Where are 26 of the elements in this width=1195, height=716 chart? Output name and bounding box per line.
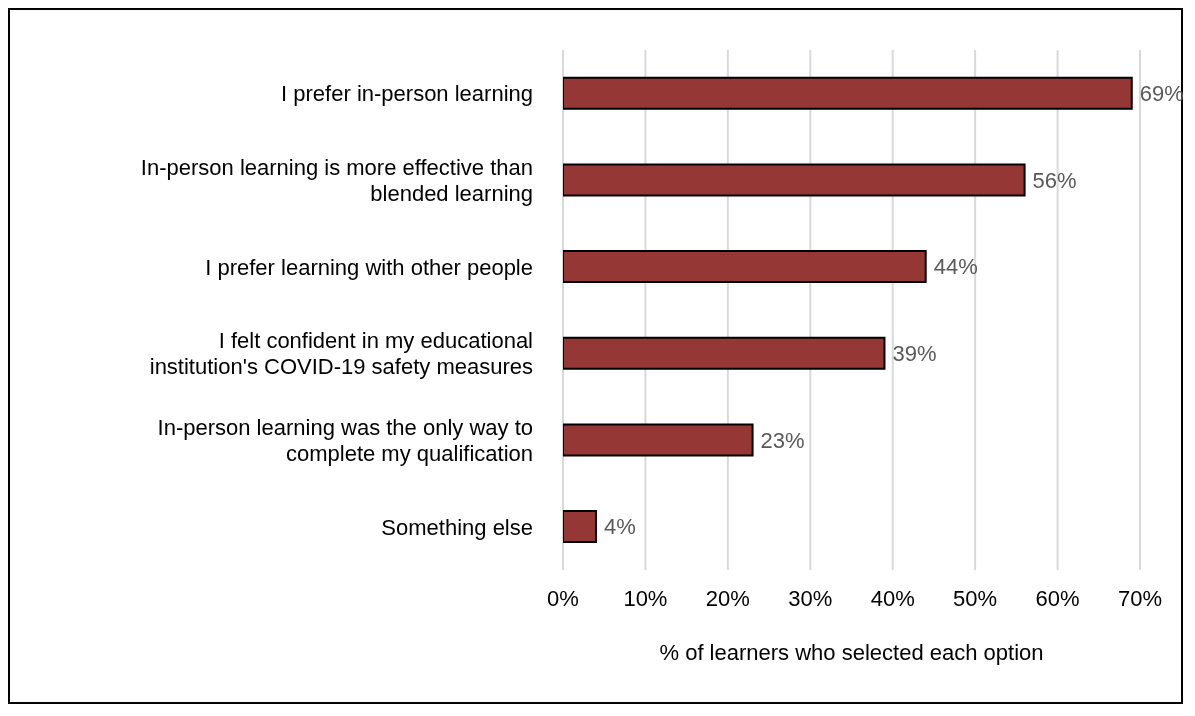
x-tick-label: 30% — [788, 585, 833, 611]
y-tick-label: In-person learning was the only way to complete my qualification — [157, 414, 533, 466]
x-tick-label: 0% — [547, 585, 579, 611]
bar — [563, 510, 597, 544]
data-label: 39% — [892, 341, 937, 367]
y-tick-label: I prefer learning with other people — [205, 254, 533, 280]
bar — [563, 76, 1133, 110]
bar — [563, 423, 754, 457]
data-label: 4% — [603, 514, 636, 540]
data-label: 23% — [760, 427, 805, 453]
x-tick-label: 70% — [1117, 585, 1163, 611]
x-tick-label: 50% — [953, 585, 998, 611]
x-tick-label: 40% — [870, 585, 915, 611]
bar — [563, 163, 1026, 197]
bar — [563, 336, 886, 370]
x-tick-label: 20% — [705, 585, 750, 611]
y-tick-label: In-person learning is more effective than blended learning — [140, 154, 533, 206]
x-tick-label: 10% — [623, 585, 668, 611]
x-axis-title: % of learners who selected each option — [659, 640, 1044, 665]
data-label: 44% — [933, 254, 978, 280]
x-tick-label: 60% — [1035, 585, 1080, 611]
y-tick-label: I prefer in-person learning — [281, 80, 533, 106]
data-label: 56% — [1032, 167, 1077, 193]
y-tick-label: Something else — [381, 514, 533, 540]
bar — [563, 250, 927, 284]
y-tick-label: I felt confident in my educational institution's COVID-19 safety measures — [149, 327, 533, 379]
